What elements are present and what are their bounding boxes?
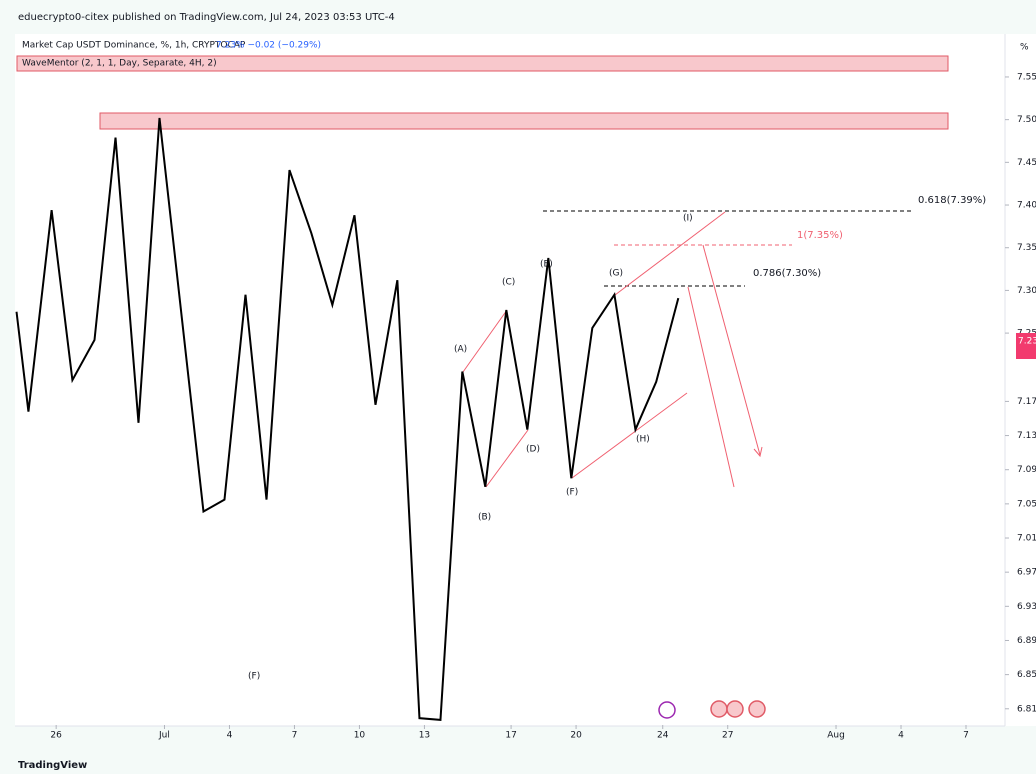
fib-label: 1(7.35%) [797,230,843,241]
y-tick-label: 7.05 [1017,499,1036,509]
y-tick-label: 7.55 [1017,72,1036,82]
x-tick-label: Aug [827,731,845,741]
x-tick-label: 17 [505,731,516,741]
plot-area [15,34,1036,726]
wave-label: (E) [540,260,553,270]
y-tick-label: 7.17 [1017,397,1036,407]
x-tick-label: 10 [354,731,366,741]
x-tick-label: 13 [419,731,430,741]
zone [16,55,949,72]
y-tick-label: 6.85 [1017,670,1036,680]
fib-label: 0.786(7.30%) [753,268,821,279]
trend-lines [462,211,763,488]
price-line [15,117,680,721]
wave-label: (I) [683,214,693,224]
price-tag-label: 7.23 [1018,337,1036,347]
y-tick-label: 7.50 [1017,115,1036,125]
wave-label: (B) [478,513,491,523]
indicator: WaveMentor (2, 1, 1, Day, Separate, 4H, … [22,59,217,69]
x-tick-label: 7 [963,731,969,741]
y-tick-label: 7.45 [1017,158,1036,168]
x-tick-label: 24 [657,731,669,741]
x-tick-label: 7 [292,731,298,741]
y-tick-label: 6.81 [1017,704,1036,714]
x-tick-label: 20 [570,731,582,741]
wave-label: (F) [248,672,260,682]
y-tick-label: 7.13 [1017,431,1036,441]
y-unit: % [1020,43,1029,53]
wave-label: (G) [609,269,623,279]
y-tick-label: 7.30 [1017,286,1036,296]
y-tick-label: 7.35 [1017,243,1036,253]
x-tick-label: 27 [722,731,733,741]
event-icon[interactable] [710,700,728,718]
event-icon[interactable] [748,700,766,718]
y-tick-label: 7.09 [1017,465,1036,475]
y-tick-label: 6.97 [1017,568,1036,578]
y-tick-label: 6.89 [1017,636,1036,646]
y-tick-label: 7.01 [1017,534,1036,544]
y-tick-label: 6.93 [1017,602,1036,612]
symbol: Market Cap USDT Dominance, %, 1h, CRYPTO… [22,41,246,51]
x-tick-label: Jul [158,731,170,741]
event-icon[interactable] [658,701,676,719]
zone [99,112,949,130]
quote: 7.23% −0.02 (−0.29%) [216,41,321,51]
x-tick-label: 4 [227,731,233,741]
event-icon[interactable] [726,700,744,718]
wave-label: (A) [454,345,467,355]
price-tag [1016,333,1036,359]
y-tick-label: 7.40 [1017,201,1036,211]
wave-label: (H) [636,435,650,445]
x-tick-label: 26 [50,731,62,741]
published: eduecrypto0-citex published on TradingVi… [18,12,395,23]
fib-label: 0.618(7.39%) [918,195,986,206]
wave-label: (D) [526,445,540,455]
brand: TradingView [18,760,87,771]
x-tick-label: 4 [898,731,904,741]
wave-label: (F) [566,488,578,498]
wave-label: (C) [502,278,515,288]
